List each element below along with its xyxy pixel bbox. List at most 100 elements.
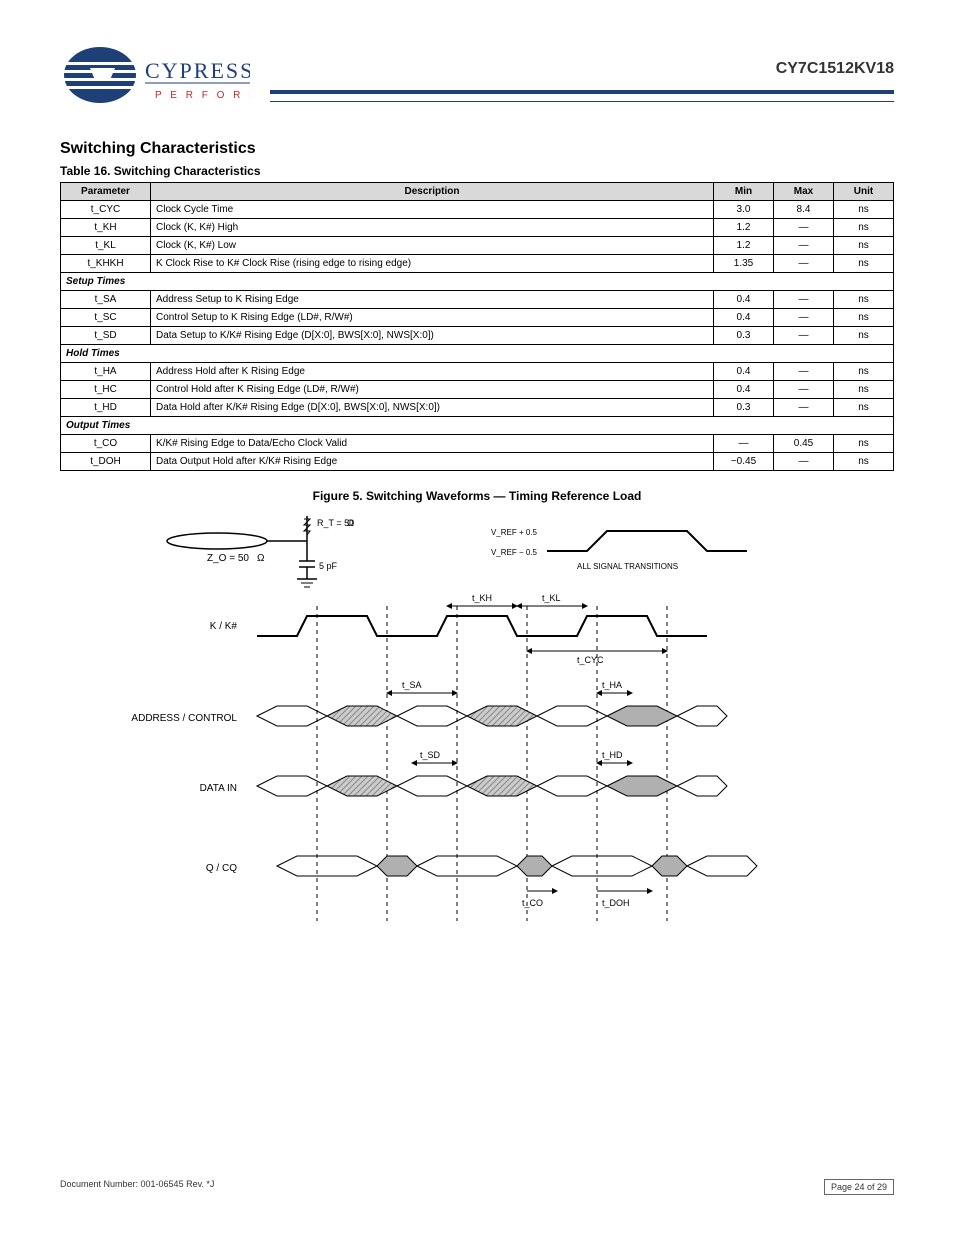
logo-main-text: CYPRESS bbox=[145, 58, 250, 83]
load-circuit: Z_O = 50 Ω R_T = 50 Ω 5 pF bbox=[167, 516, 354, 587]
tkl-label: t_KL bbox=[542, 593, 561, 603]
addr-label: ADDRESS / CONTROL bbox=[131, 713, 237, 724]
logo-tag-text: P E R F O R M bbox=[155, 90, 250, 101]
table-cell: ns bbox=[834, 399, 894, 417]
table-cell: t_CO bbox=[61, 435, 151, 453]
table-cell: 0.3 bbox=[714, 399, 774, 417]
table-cell: — bbox=[774, 453, 834, 471]
table-cell: Clock (K, K#) High bbox=[151, 219, 714, 237]
dataout-label: Q / CQ bbox=[206, 863, 237, 874]
clock-waveform: K / K# t_KH t_KL t_CYC bbox=[210, 593, 707, 665]
table-row: t_DOHData Output Hold after K/K# Rising … bbox=[61, 453, 894, 471]
logo: CYPRESS P E R F O R M bbox=[60, 40, 250, 120]
table-cell: Clock (K, K#) Low bbox=[151, 237, 714, 255]
table-row: t_KHClock (K, K#) High1.2—ns bbox=[61, 219, 894, 237]
table-row: t_SAAddress Setup to K Rising Edge0.4—ns bbox=[61, 291, 894, 309]
table-cell: ns bbox=[834, 381, 894, 399]
table-cell: Clock Cycle Time bbox=[151, 201, 714, 219]
table-row: t_COK/K# Rising Edge to Data/Echo Clock … bbox=[61, 435, 894, 453]
table-row: t_KHKHK Clock Rise to K# Clock Rise (ris… bbox=[61, 255, 894, 273]
table-row: t_HCControl Hold after K Rising Edge (LD… bbox=[61, 381, 894, 399]
table-cell: t_HD bbox=[61, 399, 151, 417]
table-cell: 0.3 bbox=[714, 327, 774, 345]
cap-label: 5 pF bbox=[319, 561, 338, 571]
table-row: t_SCControl Setup to K Rising Edge (LD#,… bbox=[61, 309, 894, 327]
tsd-label: t_SD bbox=[420, 750, 441, 760]
figure-title: Figure 5. Switching Waveforms — Timing R… bbox=[60, 489, 894, 503]
table-cell: ns bbox=[834, 291, 894, 309]
ref-label: ALL SIGNAL TRANSITIONS bbox=[577, 562, 678, 571]
spec-table: Parameter Description Min Max Unit t_CYC… bbox=[60, 182, 894, 471]
table-row: t_KLClock (K, K#) Low1.2—ns bbox=[61, 237, 894, 255]
section-title: Switching Characteristics bbox=[60, 140, 894, 158]
table-header-parameter: Parameter bbox=[61, 183, 151, 201]
table-cell: t_HC bbox=[61, 381, 151, 399]
part-number: CY7C1512KV18 bbox=[776, 60, 894, 78]
table-subheader: Output Times bbox=[61, 417, 894, 435]
table-header-unit: Unit bbox=[834, 183, 894, 201]
table-cell: ns bbox=[834, 201, 894, 219]
table-cell: — bbox=[774, 237, 834, 255]
table-cell: Data Output Hold after K/K# Rising Edge bbox=[151, 453, 714, 471]
table-cell: Data Hold after K/K# Rising Edge (D[X:0]… bbox=[151, 399, 714, 417]
table-header-max: Max bbox=[774, 183, 834, 201]
cypress-logo-icon: CYPRESS P E R F O R M bbox=[60, 40, 250, 115]
zo-ohm: Ω bbox=[257, 553, 265, 564]
header-rule-thick bbox=[270, 90, 894, 94]
address-waveform: ADDRESS / CONTROL t_SA t_HA bbox=[131, 680, 727, 726]
thd-label: t_HD bbox=[602, 750, 623, 760]
table-cell: — bbox=[774, 363, 834, 381]
footer: Document Number: 001-06545 Rev. *J Page … bbox=[60, 1179, 894, 1195]
tkh-label: t_KH bbox=[472, 593, 492, 603]
table-cell: 0.4 bbox=[714, 363, 774, 381]
table-row: Output Times bbox=[61, 417, 894, 435]
table-header-min: Min bbox=[714, 183, 774, 201]
table-cell: 8.4 bbox=[774, 201, 834, 219]
table-subheader: Setup Times bbox=[61, 273, 894, 291]
data-label: DATA IN bbox=[200, 783, 237, 794]
header-rule-thin bbox=[270, 101, 894, 102]
table-cell: — bbox=[774, 255, 834, 273]
table-cell: t_SC bbox=[61, 309, 151, 327]
table-cell: t_SD bbox=[61, 327, 151, 345]
table-cell: — bbox=[774, 381, 834, 399]
table-row: t_HAAddress Hold after K Rising Edge0.4—… bbox=[61, 363, 894, 381]
table-cell: 0.4 bbox=[714, 381, 774, 399]
table-cell: 3.0 bbox=[714, 201, 774, 219]
rt-ohm: Ω bbox=[347, 518, 354, 528]
table-cell: t_KH bbox=[61, 219, 151, 237]
table-cell: ns bbox=[834, 327, 894, 345]
table-cell: ns bbox=[834, 219, 894, 237]
table-cell: 1.35 bbox=[714, 255, 774, 273]
table-cell: 1.2 bbox=[714, 237, 774, 255]
table-cell: ns bbox=[834, 237, 894, 255]
table-cell: — bbox=[714, 435, 774, 453]
table-cell: t_CYC bbox=[61, 201, 151, 219]
table-cell: t_HA bbox=[61, 363, 151, 381]
table-cell: t_KHKH bbox=[61, 255, 151, 273]
table-cell: K/K# Rising Edge to Data/Echo Clock Vali… bbox=[151, 435, 714, 453]
table-cell: K Clock Rise to K# Clock Rise (rising ed… bbox=[151, 255, 714, 273]
table-cell: — bbox=[774, 291, 834, 309]
table-cell: Address Hold after K Rising Edge bbox=[151, 363, 714, 381]
table-cell: — bbox=[774, 399, 834, 417]
table-title: Table 16. Switching Characteristics bbox=[60, 164, 894, 178]
table-cell: t_KL bbox=[61, 237, 151, 255]
reference-waveform: ALL SIGNAL TRANSITIONS V_REF − 0.5 V_REF… bbox=[491, 528, 747, 571]
table-cell: — bbox=[774, 327, 834, 345]
table-cell: ns bbox=[834, 453, 894, 471]
table-cell: Control Setup to K Rising Edge (LD#, R/W… bbox=[151, 309, 714, 327]
table-cell: — bbox=[774, 219, 834, 237]
tdoh-label: t_DOH bbox=[602, 898, 630, 908]
table-cell: ns bbox=[834, 309, 894, 327]
vref-high: V_REF + 0.5 bbox=[491, 528, 538, 537]
datain-waveform: DATA IN t_SD t_HD bbox=[200, 750, 727, 796]
vref-low: V_REF − 0.5 bbox=[491, 548, 538, 557]
table-row: t_CYCClock Cycle Time3.08.4ns bbox=[61, 201, 894, 219]
table-cell: −0.45 bbox=[714, 453, 774, 471]
table-header-description: Description bbox=[151, 183, 714, 201]
table-cell: — bbox=[774, 309, 834, 327]
table-row: t_HDData Hold after K/K# Rising Edge (D[… bbox=[61, 399, 894, 417]
timing-figure: Z_O = 50 Ω R_T = 50 Ω 5 pF bbox=[127, 511, 827, 941]
clk-label: K / K# bbox=[210, 621, 238, 632]
